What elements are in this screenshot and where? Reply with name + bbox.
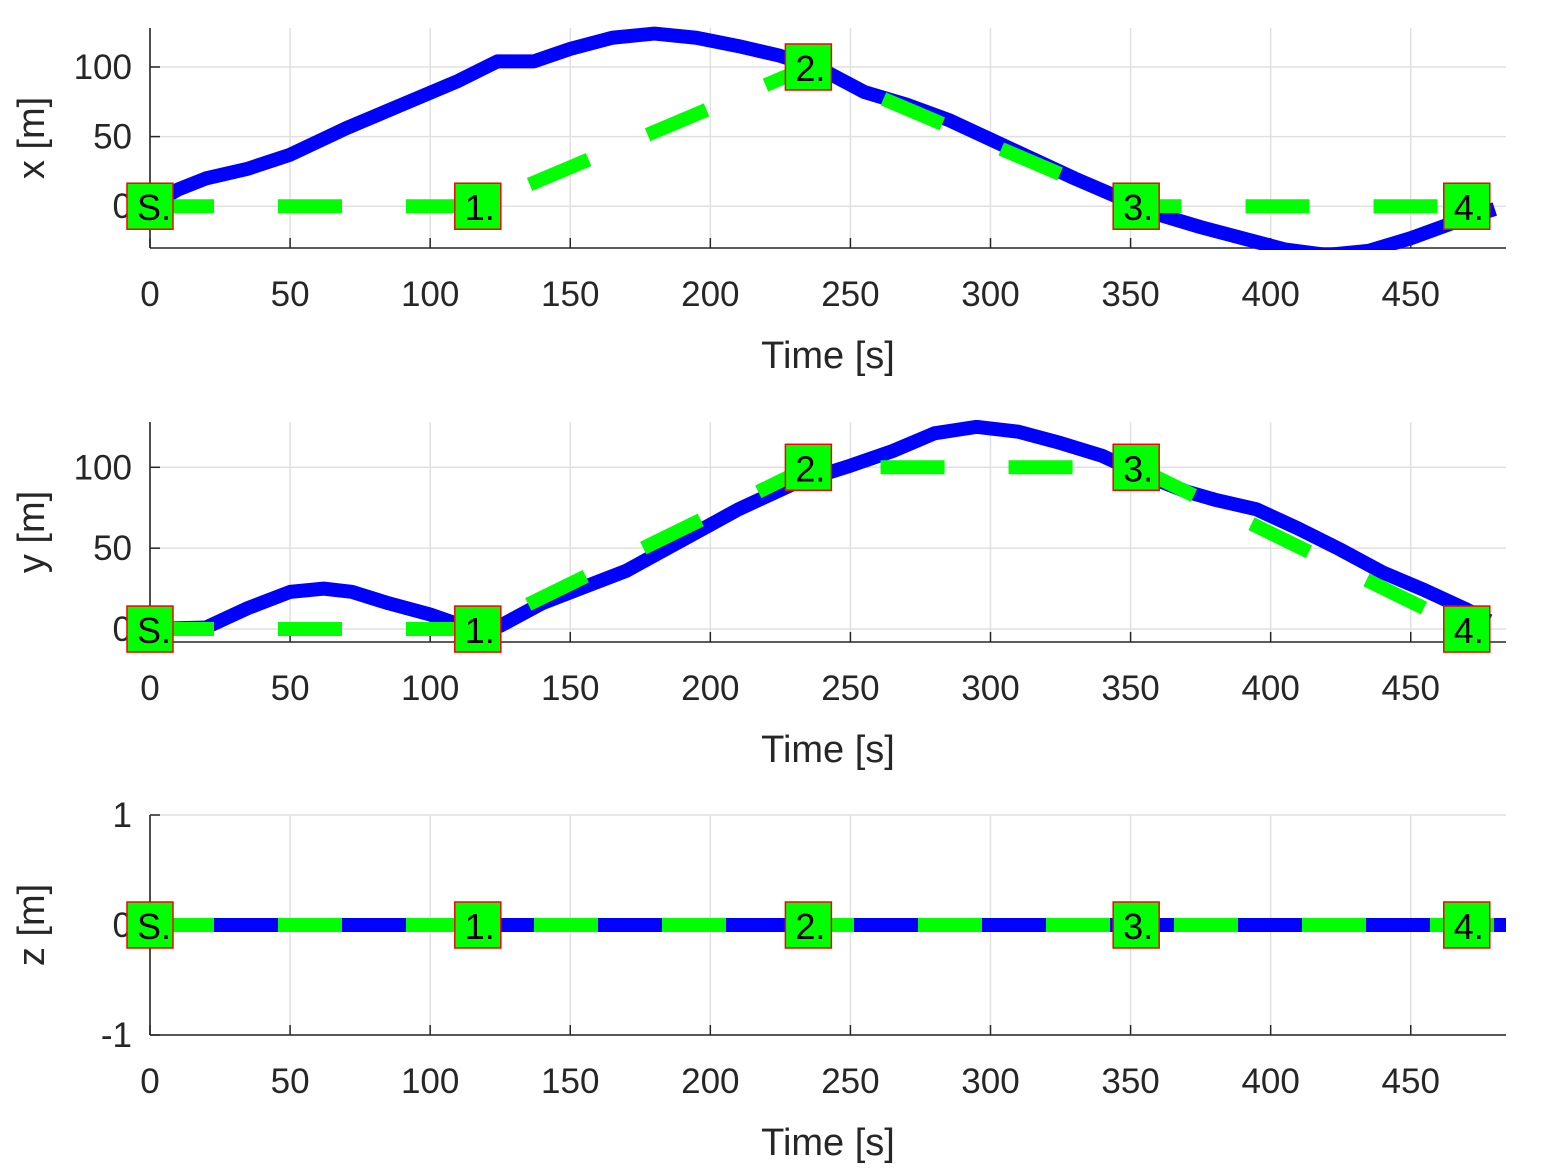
waypoint-marker-2: 2. — [784, 43, 833, 91]
x-tick-label: 50 — [271, 669, 310, 708]
waypoint-marker-3: 3. — [1112, 901, 1160, 949]
waypoint-label: 4. — [1454, 610, 1484, 651]
waypoint-marker-4: 4. — [1443, 605, 1491, 653]
x-tick-label: 400 — [1241, 275, 1299, 314]
y-tick-label: -1 — [101, 1016, 132, 1055]
series-line-actual — [150, 420, 1493, 637]
x-tick-label: 400 — [1241, 1062, 1299, 1101]
waypoint-marker-1: 1. — [454, 901, 502, 949]
x-tick-label: 300 — [961, 669, 1019, 708]
x-tick-label: 450 — [1382, 669, 1440, 708]
waypoint-box — [126, 901, 174, 949]
x-tick-label: 350 — [1101, 275, 1159, 314]
y-tick-label: 1 — [113, 796, 132, 835]
waypoint-marker-s: S. — [126, 605, 174, 653]
waypoint-label: S. — [137, 187, 171, 228]
y-tick-label: 50 — [93, 529, 132, 568]
x-tick-label: 300 — [961, 1062, 1019, 1101]
waypoint-box — [454, 605, 502, 653]
x-tick-label: 200 — [681, 275, 739, 314]
waypoint-label: 4. — [1454, 187, 1484, 228]
waypoint-label: 3. — [1123, 448, 1153, 489]
y-tick-label: 100 — [74, 48, 132, 87]
waypoint-marker-3: 3. — [1112, 182, 1160, 230]
waypoint-label: S. — [137, 906, 171, 947]
x-tick-label: 0 — [140, 669, 159, 708]
x-tick-label: 200 — [681, 669, 739, 708]
waypoint-marker-1: 1. — [454, 182, 502, 230]
waypoint-box — [454, 182, 502, 230]
waypoint-label: S. — [137, 610, 171, 651]
waypoint-marker-2: 2. — [784, 901, 833, 949]
waypoint-label: 2. — [795, 48, 825, 89]
waypoint-box — [784, 443, 833, 492]
waypoint-marker-2: 2. — [784, 443, 833, 492]
waypoint-label: 3. — [1123, 906, 1153, 947]
x-tick-label: 0 — [140, 1062, 159, 1101]
waypoint-box — [784, 43, 833, 91]
x-tick-label: 200 — [681, 1062, 739, 1101]
waypoint-marker-s: S. — [126, 901, 174, 949]
waypoint-marker-3: 3. — [1112, 443, 1160, 492]
x-tick-label: 250 — [821, 275, 879, 314]
x-tick-label: 150 — [541, 275, 599, 314]
waypoint-box — [1443, 901, 1491, 949]
waypoint-box — [1112, 901, 1160, 949]
y-tick-label: 50 — [93, 118, 132, 157]
y-axis-label: z [m] — [11, 884, 53, 966]
waypoint-box — [1443, 605, 1491, 653]
waypoint-label: 4. — [1454, 906, 1484, 947]
x-tick-label: 350 — [1101, 1062, 1159, 1101]
waypoint-marker-1: 1. — [454, 605, 502, 653]
x-tick-label: 400 — [1241, 669, 1299, 708]
x-tick-label: 150 — [541, 1062, 599, 1101]
x-tick-label: 450 — [1382, 1062, 1440, 1101]
x-axis-label: Time [s] — [761, 1122, 895, 1164]
waypoint-box — [1112, 182, 1160, 230]
x-tick-label: 50 — [271, 275, 310, 314]
x-tick-label: 150 — [541, 669, 599, 708]
x-tick-label: 100 — [401, 275, 459, 314]
waypoint-marker-s: S. — [126, 182, 174, 230]
waypoint-label: 1. — [465, 187, 495, 228]
y-axis-label: x [m] — [11, 97, 53, 179]
x-tick-label: 0 — [140, 275, 159, 314]
x-tick-label: 450 — [1382, 275, 1440, 314]
x-tick-label: 250 — [821, 669, 879, 708]
x-tick-label: 350 — [1101, 669, 1159, 708]
waypoint-box — [454, 901, 502, 949]
y-tick-label: 100 — [74, 448, 132, 487]
x-axis-label: Time [s] — [761, 729, 895, 771]
waypoint-marker-4: 4. — [1443, 182, 1491, 230]
waypoint-box — [126, 182, 174, 230]
waypoint-label: 1. — [465, 610, 495, 651]
waypoint-box — [784, 901, 833, 949]
x-tick-label: 300 — [961, 275, 1019, 314]
waypoint-label: 2. — [795, 906, 825, 947]
x-tick-label: 50 — [271, 1062, 310, 1101]
waypoint-label: 2. — [795, 448, 825, 489]
x-axis-label: Time [s] — [761, 335, 895, 377]
waypoint-box — [1443, 182, 1491, 230]
waypoint-box — [126, 605, 174, 653]
x-tick-label: 250 — [821, 1062, 879, 1101]
x-tick-label: 100 — [401, 1062, 459, 1101]
x-tick-label: 100 — [401, 669, 459, 708]
waypoint-label: 1. — [465, 906, 495, 947]
waypoint-box — [1112, 443, 1160, 492]
waypoint-marker-4: 4. — [1443, 901, 1491, 949]
waypoint-label: 3. — [1123, 187, 1153, 228]
y-axis-label: y [m] — [11, 491, 53, 573]
